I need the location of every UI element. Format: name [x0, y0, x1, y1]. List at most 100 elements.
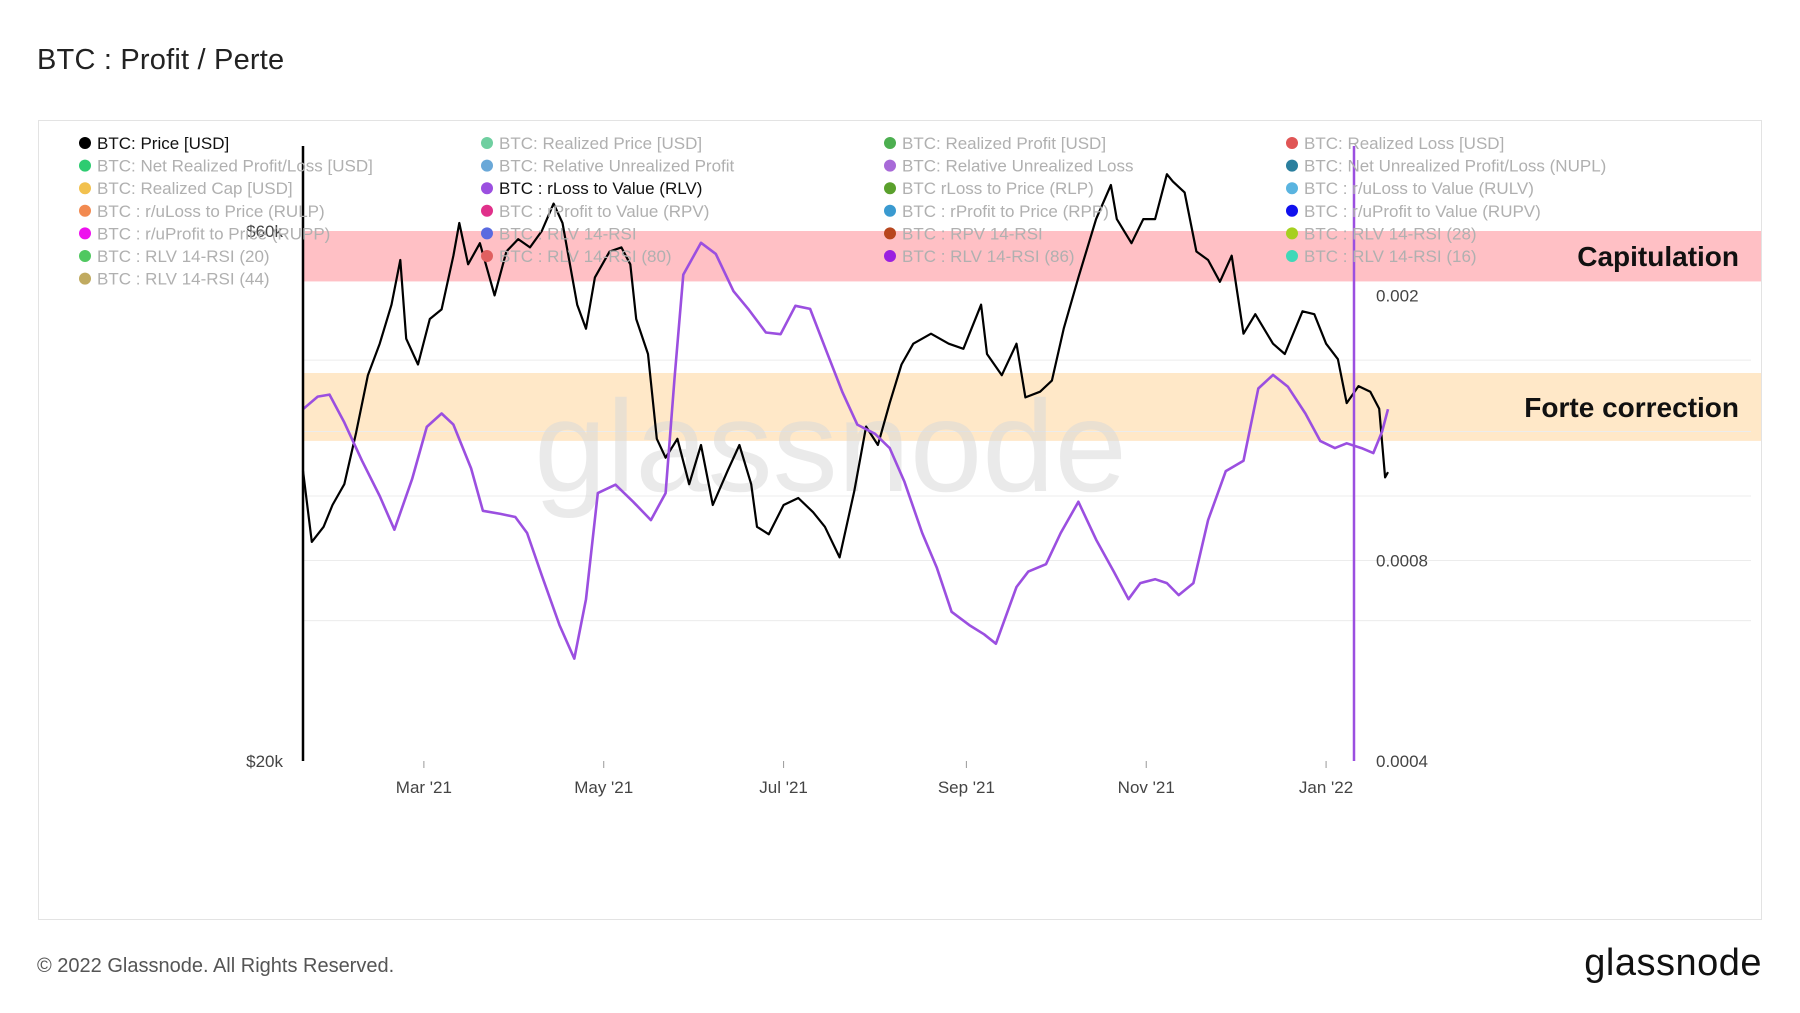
legend-dot-icon: [1286, 159, 1298, 172]
x-tick-label: Jul '21: [759, 778, 808, 797]
legend-dot-icon: [1286, 182, 1298, 195]
legend-item[interactable]: BTC: Relative Unrealized Loss: [884, 157, 1133, 176]
grid-layer: [303, 359, 1751, 622]
legend-dot-icon: [884, 159, 896, 172]
legend-dot-icon: [481, 250, 493, 262]
legend-item[interactable]: BTC : rProfit to Price (RPP): [884, 202, 1109, 221]
band-capitulation: [303, 231, 1761, 282]
legend-dot-icon: [481, 204, 493, 217]
legend-label: BTC: Relative Unrealized Loss: [902, 157, 1133, 176]
legend-label: BTC : RPV 14-RSI: [902, 224, 1043, 243]
legend-dot-icon: [79, 137, 91, 149]
page-title: BTC : Profit / Perte: [37, 44, 285, 76]
legend: BTC: Price [USD] BTC: Realized Price [USD…: [79, 134, 1606, 289]
band-label: Forte correction: [1524, 392, 1739, 423]
legend-item[interactable]: BTC: Net Realized Profit/Loss [USD]: [79, 157, 373, 176]
legend-item[interactable]: BTC rLoss to Price (RLP): [884, 179, 1094, 198]
legend-label: BTC : RLV 14-RSI (16): [1304, 247, 1477, 266]
legend-label: BTC: Price [USD]: [97, 134, 229, 153]
band-layer: Capitulation Forte correction: [303, 231, 1761, 441]
legend-item[interactable]: BTC: Price [USD]: [79, 134, 229, 153]
legend-label: BTC : RLV 14-RSI (28): [1304, 224, 1477, 243]
y-right-tick-label: 0.002: [1376, 287, 1419, 306]
legend-dot-icon: [1286, 137, 1298, 149]
legend-item[interactable]: BTC : RLV 14-RSI (28): [1286, 224, 1477, 243]
chart-svg: Capitulation Forte correction glassnode M…: [79, 134, 1761, 797]
footer-copyright: © 2022 Glassnode. All Rights Reserved.: [37, 955, 395, 977]
legend-dot-icon: [884, 182, 896, 195]
legend-label: BTC: Realized Profit [USD]: [902, 134, 1106, 153]
series-line-rlv: [302, 241, 1390, 660]
series-line-price: [301, 173, 1389, 559]
legend-label: BTC: Realized Loss [USD]: [1304, 134, 1504, 153]
legend-item[interactable]: BTC : r/uProfit to Value (RUPV): [1286, 202, 1541, 221]
legend-item[interactable]: BTC: Realized Price [USD]: [481, 134, 702, 153]
legend-label: BTC : RLV 14-RSI: [499, 224, 637, 243]
legend-item[interactable]: BTC : rLoss to Value (RLV): [481, 179, 702, 198]
legend-dot-icon: [481, 137, 493, 149]
legend-dot-icon: [884, 250, 896, 262]
legend-item[interactable]: BTC : r/uLoss to Price (RULP): [79, 202, 325, 221]
y-right-tick-label: 0.0008: [1376, 552, 1428, 571]
legend-item[interactable]: BTC : r/uLoss to Value (RULV): [1286, 179, 1534, 198]
legend-label: BTC : RLV 14-RSI (44): [97, 270, 270, 289]
legend-item[interactable]: BTC : RLV 14-RSI (86): [884, 247, 1075, 266]
legend-dot-icon: [1286, 227, 1298, 240]
legend-dot-icon: [79, 204, 91, 217]
legend-item[interactable]: BTC: Relative Unrealized Profit: [481, 157, 735, 176]
legend-label: BTC: Net Realized Profit/Loss [USD]: [97, 157, 373, 176]
legend-item[interactable]: BTC: Realized Loss [USD]: [1286, 134, 1504, 153]
legend-item[interactable]: BTC: Net Unrealized Profit/Loss (NUPL): [1286, 157, 1606, 176]
legend-label: BTC: Realized Cap [USD]: [97, 179, 293, 198]
series-layer: [301, 173, 1390, 660]
band-label: Capitulation: [1577, 241, 1739, 272]
legend-label: BTC: Relative Unrealized Profit: [499, 157, 735, 176]
legend-dot-icon: [1286, 204, 1298, 217]
legend-item[interactable]: BTC : RLV 14-RSI: [481, 224, 637, 243]
legend-item[interactable]: BTC : RLV 14-RSI (44): [79, 270, 270, 289]
legend-dot-icon: [79, 182, 91, 195]
legend-item[interactable]: BTC: Realized Cap [USD]: [79, 179, 293, 198]
legend-dot-icon: [481, 182, 493, 195]
legend-label: BTC : r/uProfit to Price (RUPP): [97, 224, 330, 243]
legend-label: BTC : r/uLoss to Value (RULV): [1304, 179, 1534, 198]
legend-label: BTC : RLV 14-RSI (20): [97, 247, 270, 266]
legend-dot-icon: [79, 159, 91, 172]
legend-item[interactable]: BTC: Realized Profit [USD]: [884, 134, 1106, 153]
x-tick-label: Mar '21: [396, 778, 452, 797]
legend-item[interactable]: BTC : RLV 14-RSI (20): [79, 247, 270, 266]
x-tick-label: Jan '22: [1299, 778, 1353, 797]
x-tick-label: Nov '21: [1118, 778, 1175, 797]
y-right-tick-label: 0.0004: [1376, 752, 1428, 771]
legend-dot-icon: [79, 250, 91, 262]
legend-label: BTC : rProfit to Price (RPP): [902, 202, 1109, 221]
legend-label: BTC rLoss to Price (RLP): [902, 179, 1094, 198]
y-left-tick-label: $60k: [246, 222, 283, 241]
legend-dot-icon: [884, 204, 896, 217]
chart-frame: Capitulation Forte correction glassnode M…: [38, 120, 1762, 920]
watermark: glassnode: [534, 373, 1127, 519]
legend-label: BTC : rProfit to Value (RPV): [499, 202, 709, 221]
x-tick-label: Sep '21: [938, 778, 995, 797]
legend-dot-icon: [884, 227, 896, 240]
legend-item[interactable]: BTC : rProfit to Value (RPV): [481, 202, 709, 221]
legend-dot-icon: [884, 137, 896, 149]
legend-item[interactable]: BTC : r/uProfit to Price (RUPP): [79, 224, 330, 243]
legend-item[interactable]: BTC : RPV 14-RSI: [884, 224, 1043, 243]
axis-layer: Mar '21 May '21 Jul '21 Sep '21 Nov '21 Jan '…: [246, 146, 1428, 797]
legend-dot-icon: [481, 227, 493, 240]
legend-dot-icon: [481, 159, 493, 172]
legend-dot-icon: [1286, 250, 1298, 262]
legend-label: BTC : r/uLoss to Price (RULP): [97, 202, 325, 221]
legend-label: BTC : RLV 14-RSI (80): [499, 247, 672, 266]
legend-label: BTC : RLV 14-RSI (86): [902, 247, 1075, 266]
x-tick-label: May '21: [574, 778, 633, 797]
legend-label: BTC : r/uProfit to Value (RUPV): [1304, 202, 1541, 221]
legend-item[interactable]: BTC : RLV 14-RSI (16): [1286, 247, 1477, 266]
band-forte-correction: [303, 373, 1761, 441]
legend-label: BTC: Net Unrealized Profit/Loss (NUPL): [1304, 157, 1606, 176]
legend-dot-icon: [79, 272, 91, 285]
legend-label: BTC: Realized Price [USD]: [499, 134, 702, 153]
y-left-tick-label: $20k: [246, 752, 283, 771]
legend-item[interactable]: BTC : RLV 14-RSI (80): [481, 247, 672, 266]
